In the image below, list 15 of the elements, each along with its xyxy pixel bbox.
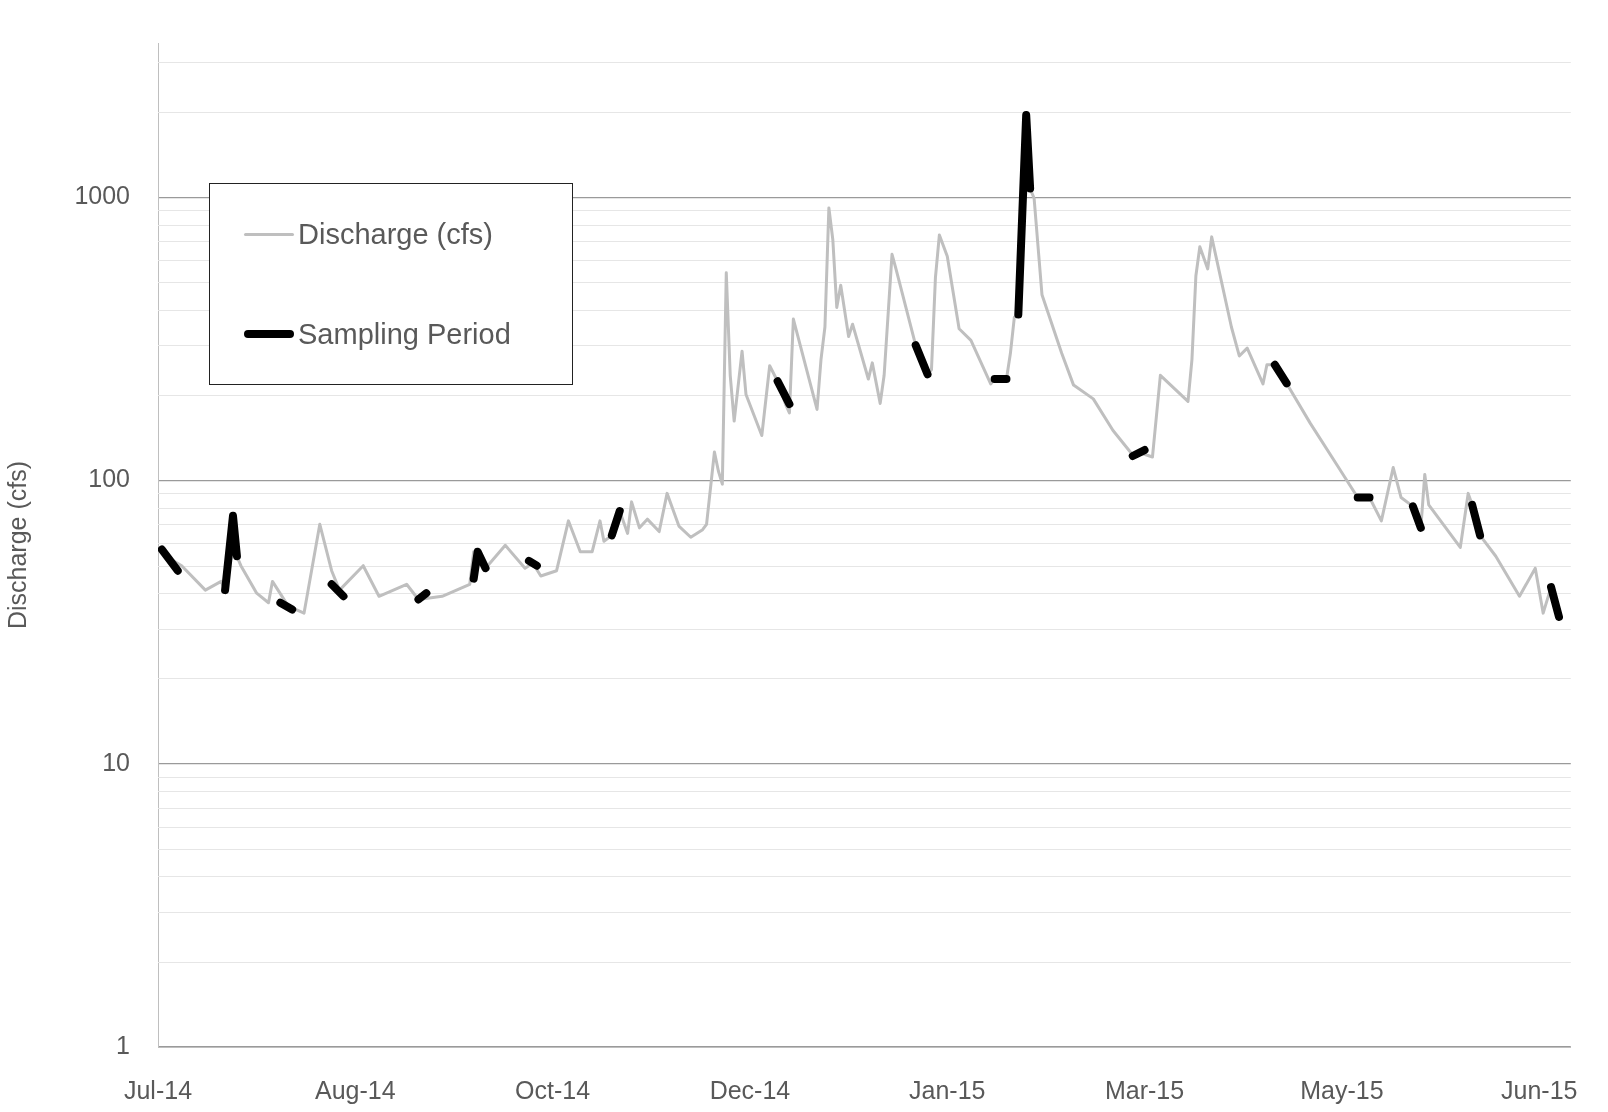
y-tick-label: 10 — [102, 747, 130, 776]
x-tick-label: Aug-14 — [315, 1075, 396, 1104]
y-tick-label: 1 — [116, 1030, 130, 1059]
y-axis-title: Discharge (cfs) — [2, 460, 31, 630]
x-tick-label: Jun-15 — [1500, 1075, 1578, 1104]
y-tick-label: 1000 — [74, 181, 130, 210]
y-tick-label: 100 — [88, 464, 130, 493]
legend-label: Sampling Period — [298, 317, 511, 351]
x-tick-label: Mar-15 — [1104, 1075, 1185, 1104]
x-tick-label: Oct-14 — [515, 1075, 591, 1104]
x-tick-label: Jul-14 — [123, 1075, 193, 1104]
x-tick-label: Jan-15 — [909, 1075, 986, 1104]
x-tick-label: Dec-14 — [709, 1075, 791, 1104]
x-tick-label: May-15 — [1300, 1075, 1384, 1104]
legend-label: Discharge (cfs) — [298, 217, 493, 251]
